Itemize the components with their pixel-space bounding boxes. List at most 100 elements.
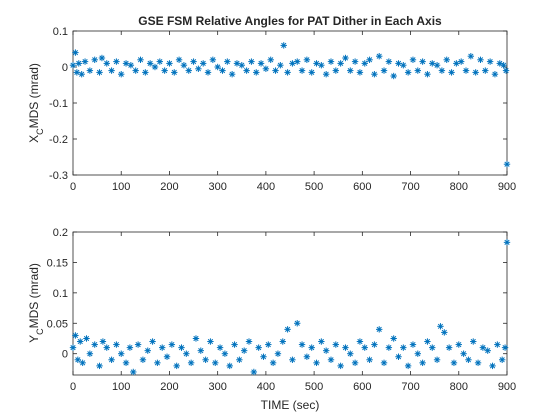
data-point [72,49,79,56]
data-point [132,67,139,74]
data-point [467,53,475,60]
data-point [245,338,253,345]
tick-labels-top: 0 100 200 300 400 500 600 700 800 900 0.1 0 -0.1 -0.2… [49,26,516,193]
data-point [455,341,462,348]
data-point [322,347,330,354]
data-point [190,58,197,65]
axes-frame-top [72,30,508,176]
data-point [185,67,192,74]
data-point [171,69,178,76]
x-tick-label: 300 [208,381,226,393]
data-point [238,62,245,69]
data-point [294,320,301,327]
data-point [130,368,137,376]
data-point [99,338,107,345]
data-point [313,60,320,67]
data-point [151,63,159,71]
data-point [385,344,393,351]
data-point [75,60,82,67]
data-point [445,344,453,351]
data-point [180,62,188,69]
data-point [298,341,306,348]
data-point [486,58,494,65]
data-point [207,338,214,345]
data-point [192,335,200,342]
data-point [122,60,130,67]
data-point [144,347,151,354]
data-point [204,69,212,76]
data-point [250,368,258,376]
x-tick-label: 600 [353,381,371,393]
data-point [175,56,183,63]
data-point [236,356,243,363]
data-point [429,344,436,351]
data-point [479,344,487,351]
data-point [400,62,407,69]
data-point [233,60,241,67]
data-point [484,347,491,354]
data-point [154,359,161,367]
data-point [269,359,277,367]
data-point [380,67,388,74]
x-tick-label: 200 [160,181,178,193]
data-point [327,58,335,65]
data-point [371,341,378,348]
data-point [243,67,250,74]
data-point [453,60,460,67]
data-point [347,67,354,74]
y-tick-label: 0 [62,62,68,74]
data-point [361,60,368,67]
data-point [409,56,417,63]
data-point [347,350,354,357]
data-point [342,344,349,351]
plot-xc-mds: GSE FSM Relative Angles for PAT Dither i… [27,14,516,193]
data-point [327,356,335,363]
data-point [200,60,207,67]
data-point [437,323,444,330]
data-point [332,67,340,74]
data-point [472,69,479,76]
data-point [81,58,89,65]
data-point [224,58,231,65]
data-point [202,356,209,363]
data-point [257,60,265,67]
x-tick-label: 400 [257,181,275,193]
data-point [322,71,330,78]
data-point [477,56,484,63]
data-point [142,69,149,76]
data-point [74,356,82,363]
data-point [69,344,77,351]
data-point [73,69,81,76]
data-point [260,353,267,360]
data-point [298,67,306,74]
data-point [294,58,301,65]
data-point [503,239,511,246]
data-point [460,350,467,357]
data-point [108,356,115,363]
data-point [253,69,260,76]
data-point [267,56,274,63]
data-point [78,71,85,78]
data-point [195,65,202,72]
data-point [108,67,115,74]
data-point [284,326,291,333]
data-point [91,56,98,63]
data-point [356,338,364,345]
data-point [318,338,325,345]
data-point [371,71,378,78]
y-tick-label: -0.3 [49,170,68,182]
data-point [284,69,291,76]
data-point [69,62,77,69]
plot-yc-mds: 0 100 200 300 400 500 600 700 800 900 0.2 0.15 0.1 0.… [27,227,516,412]
x-tick-label: 0 [70,181,76,193]
data-point [450,359,458,367]
x-tick-label: 100 [112,381,130,393]
data-point [146,60,154,67]
data-point [214,63,221,71]
data-point [438,67,446,74]
data-point [448,69,455,76]
data-point [414,67,421,74]
data-point [127,62,135,69]
x-tick-label: 0 [70,381,76,393]
